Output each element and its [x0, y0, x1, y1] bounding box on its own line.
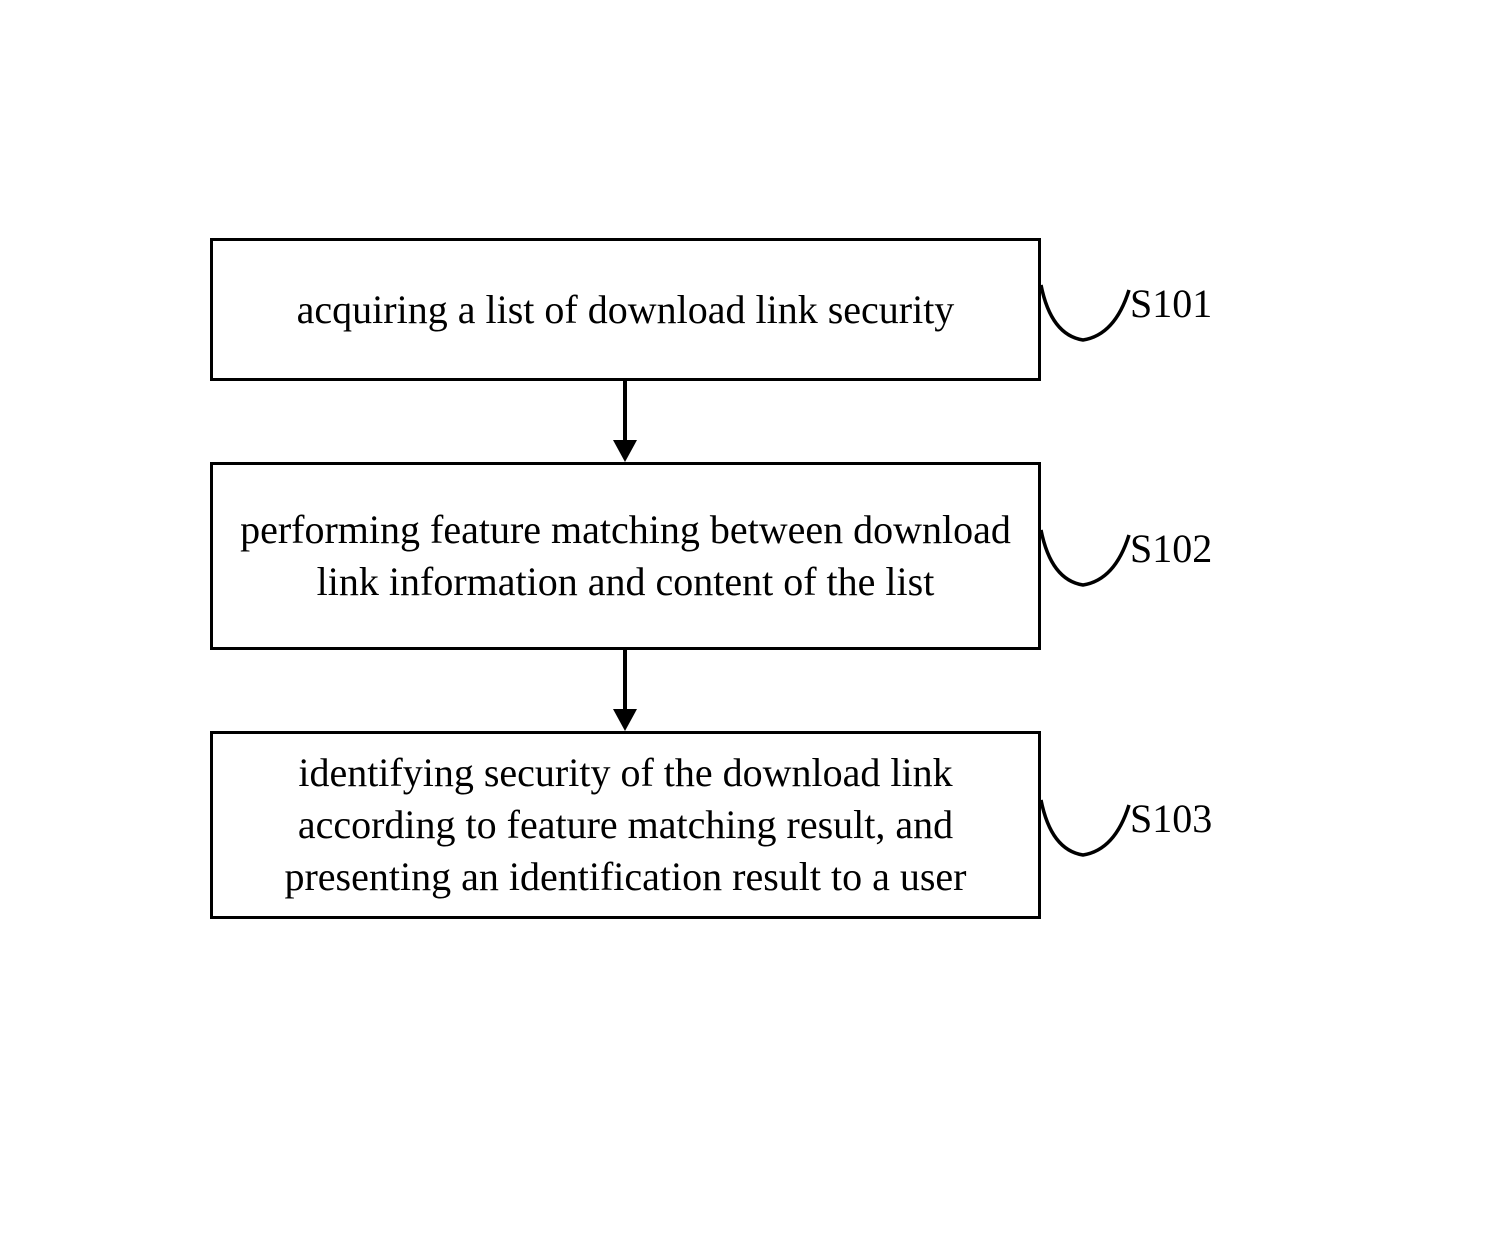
label-connector-curve: [1041, 530, 1131, 592]
flowchart-step-text: performing feature matching between down…: [233, 504, 1018, 608]
flowchart-step-label: S102: [1130, 525, 1212, 572]
flowchart-arrow: [613, 650, 637, 731]
flowchart-step-label: S103: [1130, 795, 1212, 842]
flowchart-step-text: identifying security of the download lin…: [233, 747, 1018, 903]
flowchart-arrow: [613, 381, 637, 462]
flowchart-step-text: acquiring a list of download link securi…: [297, 284, 955, 336]
flowchart-step-box: performing feature matching between down…: [210, 462, 1041, 650]
flowchart-step-label: S101: [1130, 280, 1212, 327]
flowchart-step-box: acquiring a list of download link securi…: [210, 238, 1041, 381]
flowchart-step-box: identifying security of the download lin…: [210, 731, 1041, 919]
label-connector-curve: [1041, 800, 1131, 862]
label-connector-curve: [1041, 285, 1131, 347]
